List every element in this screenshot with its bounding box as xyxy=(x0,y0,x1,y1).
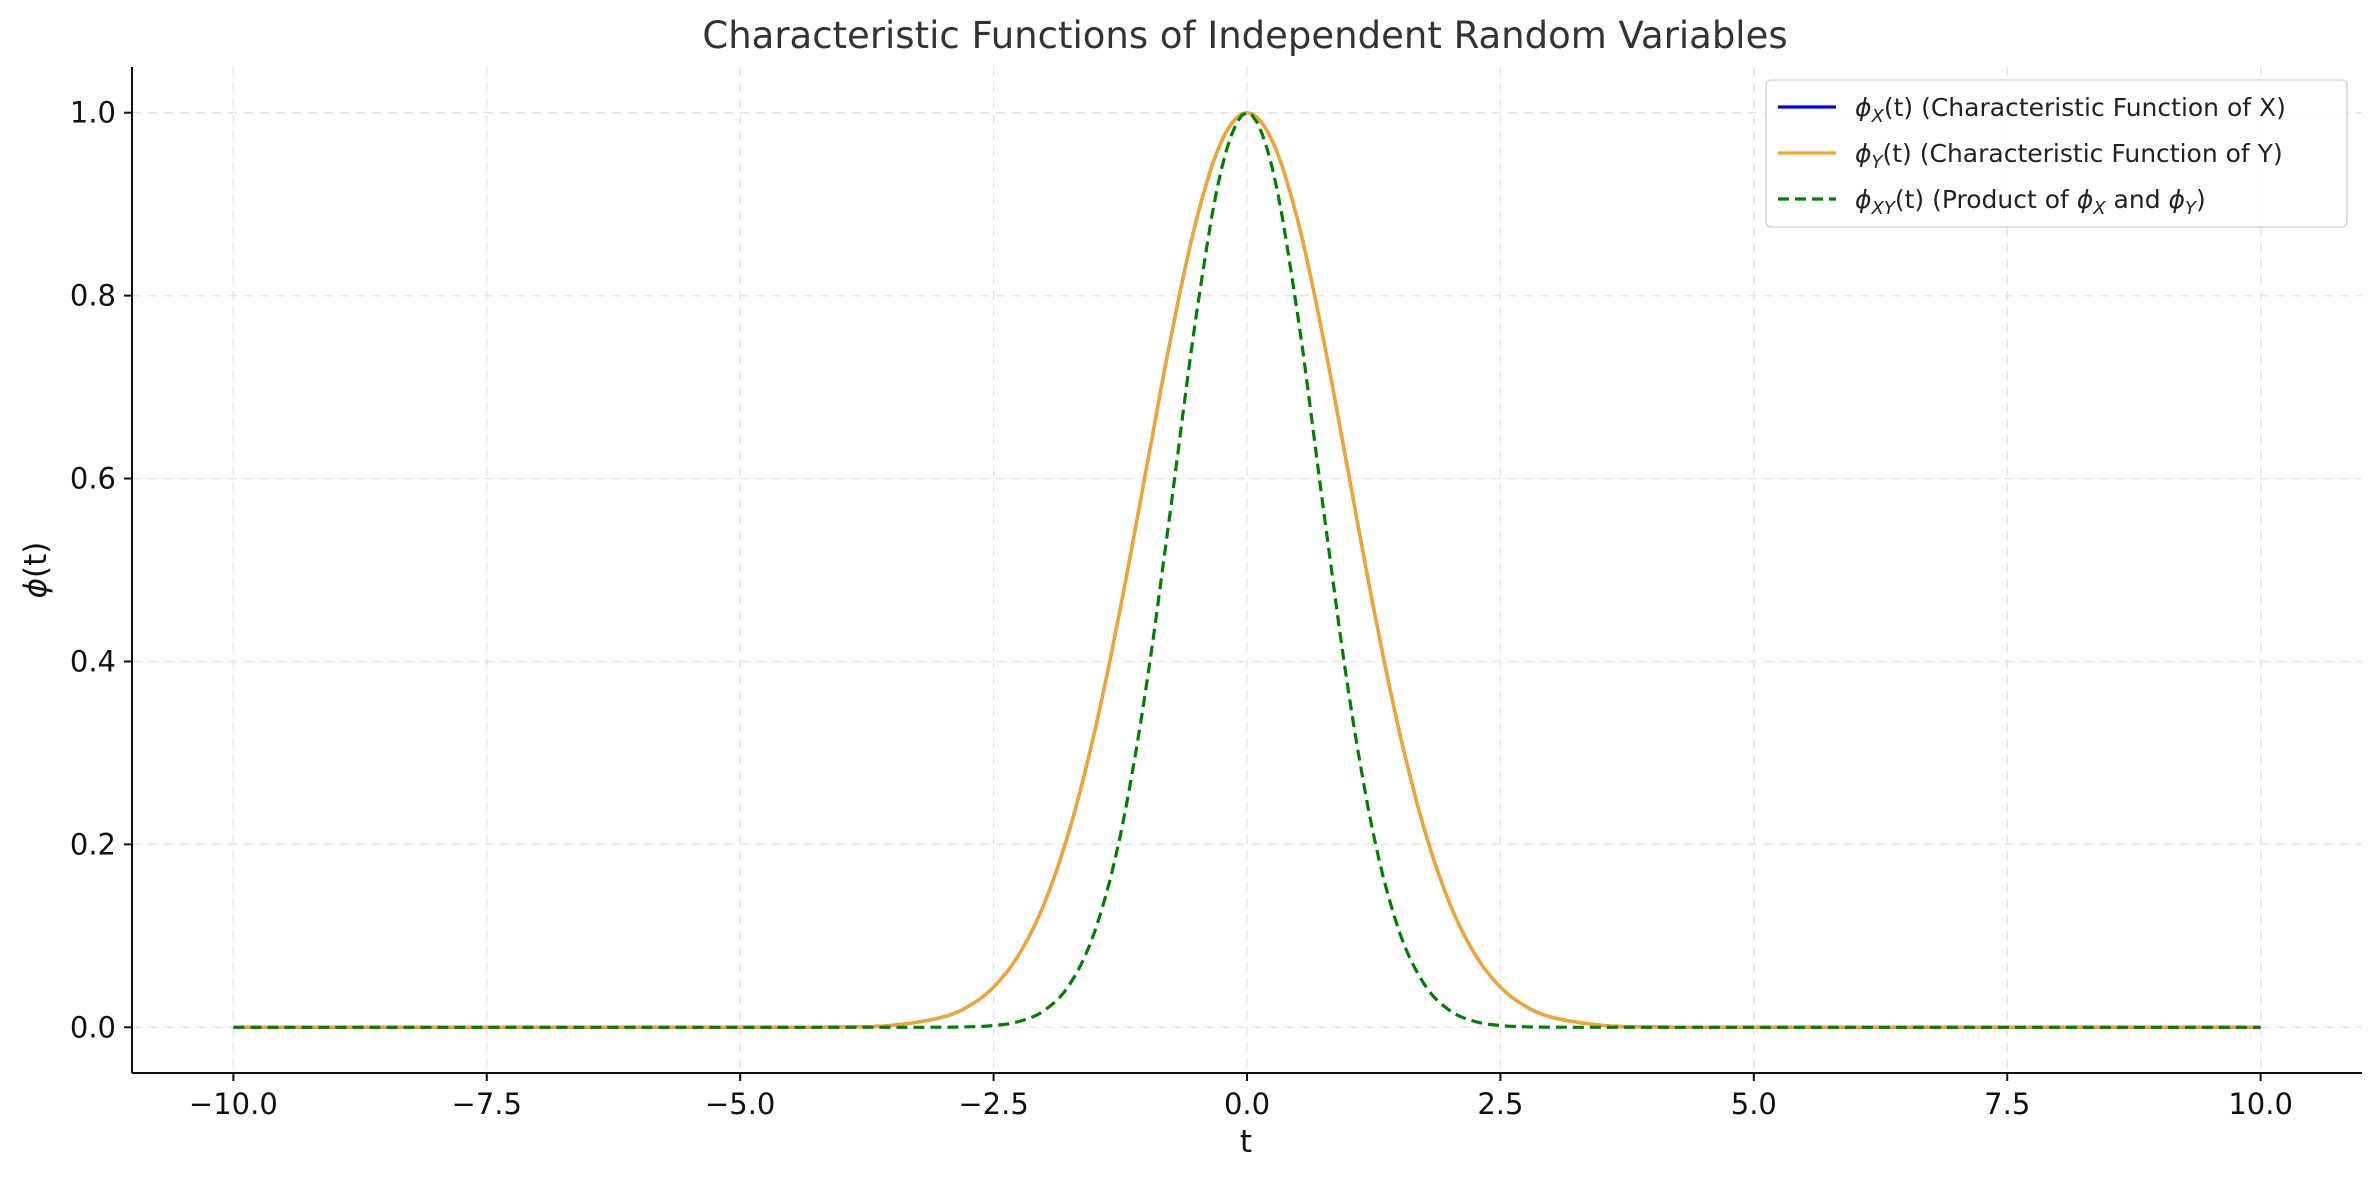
x-tick-label-2: −5.0 xyxy=(705,1087,775,1121)
x-tick-label-6: 5.0 xyxy=(1731,1087,1777,1121)
x-tick-label-0: −10.0 xyxy=(189,1087,278,1121)
x-tick-label-8: 10.0 xyxy=(2228,1087,2293,1121)
legend-label-phi-y: ϕY(t) (Characteristic Function of Y) xyxy=(1855,139,2283,173)
series-line-phi-xy xyxy=(233,111,2261,1029)
y-axis-label-arg: (t) xyxy=(18,542,54,578)
y-tick-label-0: 0.0 xyxy=(70,1010,116,1044)
legend: ϕX(t) (Characteristic Function of X) ϕY(t… xyxy=(1765,79,2348,228)
legend-label-phi-xy: ϕXY(t) (Product of ϕX and ϕY) xyxy=(1855,185,2206,219)
x-tick-label-1: −7.5 xyxy=(452,1087,522,1121)
y-ticks: 0.0 0.2 0.4 0.6 0.8 1.0 xyxy=(70,96,132,1044)
chart-title: Characteristic Functions of Independent … xyxy=(702,14,1787,57)
x-axis-label: t xyxy=(1240,1124,1252,1160)
y-tick-label-5: 1.0 xyxy=(70,96,116,130)
legend-label-phi-x: ϕX(t) (Characteristic Function of X) xyxy=(1855,93,2286,127)
x-ticks: −10.0 −7.5 −5.0 −2.5 0.0 2.5 5.0 7.5 10.0 xyxy=(189,1073,2293,1121)
x-tick-label-5: 2.5 xyxy=(1477,1087,1523,1121)
y-tick-label-1: 0.2 xyxy=(70,827,116,861)
y-tick-label-2: 0.4 xyxy=(70,644,116,678)
y-axis-label-symbol: ϕ xyxy=(18,578,54,598)
y-tick-label-3: 0.6 xyxy=(70,462,116,496)
y-tick-label-4: 0.8 xyxy=(70,279,116,313)
x-tick-label-3: −2.5 xyxy=(958,1087,1028,1121)
legend-box xyxy=(1765,79,2348,228)
plot-lines xyxy=(233,111,2261,1029)
x-tick-label-7: 7.5 xyxy=(1984,1087,2030,1121)
y-axis-label: ϕ(t) xyxy=(18,542,54,599)
x-tick-label-4: 0.0 xyxy=(1224,1087,1270,1121)
